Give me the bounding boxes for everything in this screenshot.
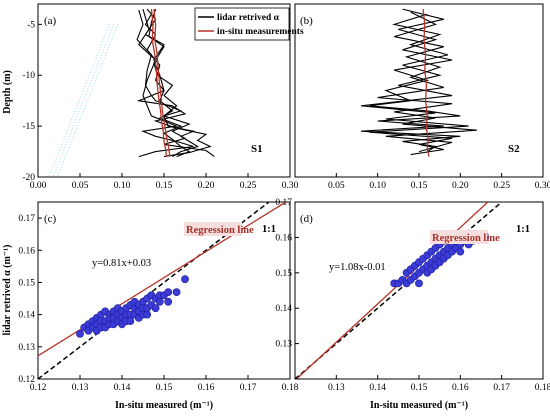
b-xtick-label-3: 0.20 xyxy=(452,181,469,191)
panel-d-equation: y=1.08x-0.01 xyxy=(329,262,386,273)
panel-a-ylabel: Depth (m) xyxy=(2,70,13,114)
c-xtick-label-6: 0.18 xyxy=(282,383,299,393)
c-xtick-label-4: 0.16 xyxy=(198,383,215,393)
a-xtick-label-0: 0.00 xyxy=(30,181,47,191)
panel-c-identity-label: 1:1 xyxy=(262,224,276,235)
d-regression-line xyxy=(297,202,488,379)
b-xtick-label-0: 0.05 xyxy=(328,181,345,191)
d-xtick-label-0: 0.13 xyxy=(328,383,345,393)
a-xtick-label-2: 0.10 xyxy=(114,181,131,191)
a-series-1-profile-1 xyxy=(150,9,168,157)
panel-c-label: (c) xyxy=(44,213,57,225)
c-xtick-label-1: 0.13 xyxy=(72,383,89,393)
d-point-11 xyxy=(415,279,423,288)
station-s1-label: S1 xyxy=(251,143,263,155)
panel-c-regression-label-box xyxy=(184,222,242,236)
panel-d-lines xyxy=(294,202,502,380)
c-point-44 xyxy=(143,310,152,319)
a-series-0-profile-2 xyxy=(138,8,194,158)
b-xtick-label-5: 0.30 xyxy=(535,181,550,191)
panel-c-ylabel: lidar retrived α (m⁻¹) xyxy=(2,245,13,336)
c-point-50 xyxy=(155,297,164,306)
c-xtick-label-3: 0.15 xyxy=(156,383,173,393)
panel-a-series xyxy=(136,8,215,158)
a-ytick-label-1: -10 xyxy=(22,71,35,81)
legend-box xyxy=(194,7,290,41)
a-dotted-line-0 xyxy=(48,24,110,178)
a-series-0-profile-1 xyxy=(136,8,212,158)
a-xtick-label-3: 0.15 xyxy=(156,181,173,191)
panel-a-label: (a) xyxy=(44,15,57,27)
c-ytick-label-1: 0.13 xyxy=(18,343,35,353)
panel-b-label: (b) xyxy=(300,15,313,27)
a-series-1-profile-0 xyxy=(153,9,171,157)
d-ytick-label-1: 0.14 xyxy=(275,304,292,314)
a-dotted-line-1 xyxy=(52,24,115,178)
panel-d-label: (d) xyxy=(300,213,313,225)
b-series-1-profile-0 xyxy=(422,9,430,157)
b-series-0-profile-2 xyxy=(377,11,477,153)
panel-c-points xyxy=(76,275,189,338)
panel-b-ticks: 0.05 0.10 0.15 0.20 0.25 0.30 xyxy=(328,173,550,191)
a-xtick-label-5: 0.25 xyxy=(240,181,257,191)
b-xtick-label-4: 0.25 xyxy=(493,181,510,191)
c-ytick-label-0: 0.12 xyxy=(18,375,35,385)
c-ytick-label-3: 0.15 xyxy=(18,278,35,288)
a-ytick-label-3: -20 xyxy=(22,173,35,183)
a-dotted-line-2 xyxy=(56,24,119,178)
d-ytick-label-2: 0.15 xyxy=(275,269,292,279)
panel-d-regression-label-box xyxy=(430,230,488,244)
panel-d-regression-label: Regression line xyxy=(432,233,500,244)
panel-a-ticks: 0.00 0.05 0.10 0.15 0.20 0.25 0.30 -5 -10 -15 -20 xyxy=(22,20,298,191)
panel-c-ticks: 0.12 0.13 0.14 0.15 0.16 0.17 0.18 0.12 0.13 0.14… xyxy=(18,214,298,393)
b-series-0-profile-0 xyxy=(361,8,461,153)
panel-c-xlabel: In-situ measured (m⁻¹) xyxy=(115,400,213,411)
panel-d-xlabel: In-situ measured (m⁻¹) xyxy=(370,400,468,411)
c-ytick-label-4: 0.16 xyxy=(18,246,35,256)
d-xtick-label-2: 0.15 xyxy=(411,383,428,393)
legend-label-lidar: lidar retrived α xyxy=(217,13,280,23)
a-xtick-label-1: 0.05 xyxy=(72,181,89,191)
d-point-40 xyxy=(456,247,465,256)
b-xtick-label-2: 0.15 xyxy=(411,181,428,191)
a-ytick-label-0: -5 xyxy=(27,20,35,30)
legend-label-insitu: in-situ measurements xyxy=(217,27,304,37)
c-point-0 xyxy=(76,329,84,338)
station-s2-label: S2 xyxy=(508,143,520,155)
d-xtick-label-4: 0.17 xyxy=(493,383,510,393)
d-ytick-label-3: 0.16 xyxy=(275,233,292,243)
a-xtick-label-4: 0.20 xyxy=(198,181,215,191)
legend: lidar retrived α in-situ measurements xyxy=(194,7,304,41)
c-point-55 xyxy=(181,275,189,284)
a-xtick-label-6: 0.30 xyxy=(282,181,299,191)
a-series-0-profile-3 xyxy=(144,13,191,158)
c-point-32 xyxy=(126,317,135,325)
c-point-54 xyxy=(172,288,181,296)
b-series-0-profile-1 xyxy=(361,13,469,156)
c-ytick-label-2: 0.14 xyxy=(18,311,35,321)
d-xtick-label-1: 0.14 xyxy=(369,383,386,393)
c-xtick-label-2: 0.14 xyxy=(114,383,131,393)
panel-d-identity-label: 1:1 xyxy=(516,224,530,235)
panel-b-series xyxy=(361,8,477,157)
a-series-0-profile-4 xyxy=(148,8,215,158)
b-xtick-label-1: 0.10 xyxy=(369,181,386,191)
d-xtick-label-3: 0.16 xyxy=(452,383,469,393)
d-ytick-label-0: 0.13 xyxy=(275,340,292,350)
c-point-48 xyxy=(151,304,160,313)
c-xtick-label-0: 0.12 xyxy=(30,383,47,393)
c-point-52 xyxy=(164,288,173,296)
panel-d-frame xyxy=(294,201,544,380)
panel-c-equation: y=0.81x+0.03 xyxy=(92,258,151,269)
c-ytick-label-5: 0.17 xyxy=(18,214,35,224)
c-xtick-label-5: 0.17 xyxy=(240,383,257,393)
panel-a-dotted-band xyxy=(48,24,119,178)
d-xtick-label-5: 0.18 xyxy=(535,383,550,393)
panel-d-ticks: 0.13 0.14 0.15 0.16 0.17 0.18 0.13 0.14 0.15 0.16… xyxy=(275,198,550,393)
c-point-53 xyxy=(164,297,173,306)
panel-c-regression-label: Regression line xyxy=(186,225,254,236)
a-ytick-label-2: -15 xyxy=(22,122,35,132)
